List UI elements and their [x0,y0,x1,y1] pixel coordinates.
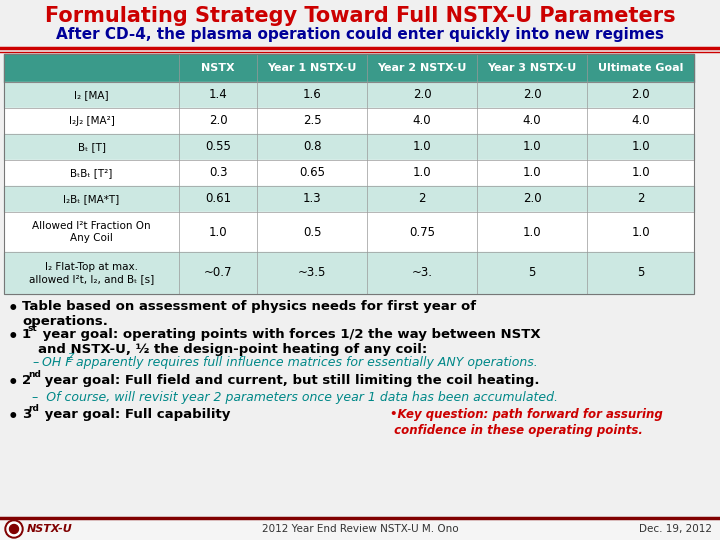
Text: year goal: Full field and current, but still limiting the coil heating.: year goal: Full field and current, but s… [40,374,539,387]
Bar [4,54,694,82]
Text: 2.5: 2.5 [302,114,321,127]
Text: Year 3 NSTX-U: Year 3 NSTX-U [487,63,577,73]
Text: st: st [28,324,37,333]
Text: NSTX: NSTX [201,63,235,73]
Text: NSTX-U: NSTX-U [27,524,73,534]
Text: 2.0: 2.0 [523,192,541,206]
Bar [4,160,694,186]
Text: Ultimate Goal: Ultimate Goal [598,63,683,73]
Text: 2: 2 [418,192,426,206]
Text: 0.55: 0.55 [205,140,231,153]
Text: 2: 2 [636,192,644,206]
Text: OH F: OH F [42,356,73,369]
Circle shape [7,522,21,536]
Text: Z: Z [67,353,73,362]
Text: year goal: operating points with forces 1/2 the way between NSTX
and NSTX-U, ½ t: year goal: operating points with forces … [38,328,541,356]
Text: •: • [8,300,19,318]
Text: •: • [8,408,19,426]
Text: I₂ [MA]: I₂ [MA] [74,90,109,100]
Text: After CD-4, the plasma operation could enter quickly into new regimes: After CD-4, the plasma operation could e… [56,28,664,43]
Text: 4.0: 4.0 [413,114,431,127]
Text: Table based on assessment of physics needs for first year of
operations.: Table based on assessment of physics nee… [22,300,476,328]
Bar [0,0,720,50]
Text: year goal: Full capability: year goal: Full capability [40,408,230,421]
Text: Bₜ [T]: Bₜ [T] [78,142,106,152]
Text: Dec. 19, 2012: Dec. 19, 2012 [639,524,712,534]
Text: 1.0: 1.0 [631,140,650,153]
Bar [4,252,694,294]
Text: 4.0: 4.0 [523,114,541,127]
Bar [4,54,694,294]
Text: I₂Bₜ [MA*T]: I₂Bₜ [MA*T] [63,194,120,204]
Text: –  Of course, will revisit year 2 parameters once year 1 data has been accumulat: – Of course, will revisit year 2 paramet… [32,391,558,404]
Circle shape [5,520,23,538]
Circle shape [9,524,19,534]
Text: Year 1 NSTX-U: Year 1 NSTX-U [267,63,356,73]
Text: 4.0: 4.0 [631,114,650,127]
Text: Formulating Strategy Toward Full NSTX-U Parameters: Formulating Strategy Toward Full NSTX-U … [45,6,675,26]
Bar [0,518,720,540]
Text: •Key question: path forward for assuring
 confidence in these operating points.: •Key question: path forward for assuring… [390,408,662,437]
Text: 3: 3 [22,408,31,421]
Text: 1.0: 1.0 [631,226,650,239]
Text: 1.0: 1.0 [209,226,228,239]
Text: 2.0: 2.0 [209,114,228,127]
Text: •: • [8,328,19,346]
Text: 2012 Year End Review NSTX-U M. Ono: 2012 Year End Review NSTX-U M. Ono [261,524,459,534]
Text: ~0.7: ~0.7 [204,267,233,280]
Text: 2.0: 2.0 [523,89,541,102]
Text: apparently requires full influence matrices for essentially ANY operations.: apparently requires full influence matri… [72,356,538,369]
Text: 0.8: 0.8 [302,140,321,153]
Bar [4,108,694,134]
Text: I₂ Flat-Top at max.
allowed I²t, I₂, and Bₜ [s]: I₂ Flat-Top at max. allowed I²t, I₂, and… [29,262,154,284]
Text: 0.65: 0.65 [299,166,325,179]
Text: 1.3: 1.3 [302,192,321,206]
Text: 1: 1 [22,328,31,341]
Text: 0.3: 0.3 [209,166,228,179]
Text: rd: rd [28,404,39,413]
Text: 0.5: 0.5 [302,226,321,239]
Text: 2.0: 2.0 [631,89,650,102]
Text: 5: 5 [528,267,536,280]
Text: nd: nd [28,370,41,379]
Text: 1.4: 1.4 [209,89,228,102]
Text: 1.6: 1.6 [302,89,321,102]
Text: ~3.: ~3. [412,267,433,280]
Text: Allowed I²t Fraction On
Any Coil: Allowed I²t Fraction On Any Coil [32,221,150,243]
Text: Year 2 NSTX-U: Year 2 NSTX-U [377,63,467,73]
Text: 1.0: 1.0 [523,226,541,239]
Text: 1.0: 1.0 [523,140,541,153]
Text: 0.61: 0.61 [205,192,231,206]
Text: •: • [8,374,19,392]
Text: 5: 5 [636,267,644,280]
Text: 1.0: 1.0 [413,140,431,153]
Bar [4,82,694,108]
Text: 2.0: 2.0 [413,89,431,102]
Bar [4,186,694,212]
Text: 2: 2 [22,374,31,387]
Text: I₂J₂ [MA²]: I₂J₂ [MA²] [68,116,114,126]
Bar [4,212,694,252]
Text: –: – [32,356,38,369]
Text: 1.0: 1.0 [413,166,431,179]
Bar [4,134,694,160]
Text: BₜBₜ [T²]: BₜBₜ [T²] [71,168,113,178]
Text: 1.0: 1.0 [631,166,650,179]
Text: 0.75: 0.75 [409,226,435,239]
Text: 1.0: 1.0 [523,166,541,179]
Text: ~3.5: ~3.5 [298,267,326,280]
